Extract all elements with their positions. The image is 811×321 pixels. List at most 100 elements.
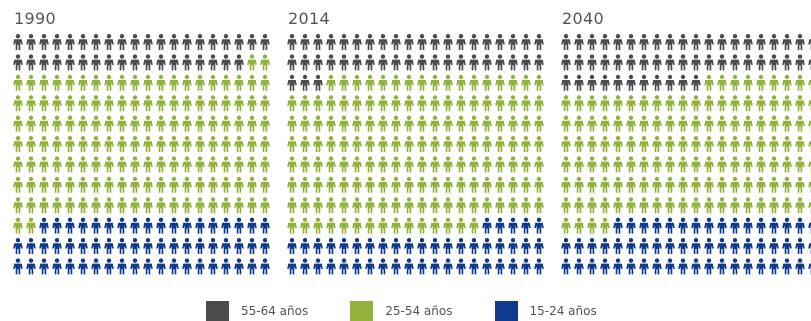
- person-icon-1990-15-24: [234, 238, 244, 254]
- person-icon-2040-25-54: [743, 176, 753, 193]
- person-icon-2040-25-54: [704, 176, 714, 193]
- person-icon-2040-25-54: [652, 115, 662, 132]
- person-icon-2014-55-64: [313, 54, 323, 71]
- person-icon-1990-25-54: [182, 115, 192, 132]
- person-icon-2014-25-54: [404, 197, 414, 214]
- person-icon-1990-25-54: [169, 197, 179, 214]
- person-icon-2040-15-24: [782, 217, 792, 234]
- person-icon-1990-55-64: [104, 34, 114, 50]
- person-icon-2014-25-54: [378, 115, 388, 132]
- person-icon-1990-15-24: [143, 258, 153, 275]
- legend-label-15-24: 15-24 años: [529, 304, 597, 318]
- person-icon-2014-55-64: [430, 34, 440, 50]
- person-icon-1990-25-54: [65, 95, 75, 112]
- person-icon-2014-15-24: [469, 238, 479, 254]
- person-icon-1990-25-54: [13, 95, 23, 112]
- person-icon-2040-25-54: [561, 176, 571, 193]
- person-icon-2014-15-24: [326, 258, 336, 275]
- person-icon-1990-15-24: [130, 238, 140, 254]
- person-icon-1990-25-54: [143, 115, 153, 132]
- person-icon-2014-25-54: [456, 176, 466, 193]
- person-icon-2014-25-54: [326, 136, 336, 152]
- person-icon-2040-25-54: [795, 176, 805, 193]
- person-icon-2014-25-54: [326, 95, 336, 112]
- person-icon-2040-55-64: [769, 34, 779, 50]
- person-icon-1990-25-54: [130, 197, 140, 214]
- person-icon-1990-55-64: [195, 34, 205, 50]
- person-icon-2040-15-24: [678, 258, 688, 275]
- person-icon-1990-55-64: [234, 34, 244, 50]
- person-icon-1990-25-54: [195, 136, 205, 152]
- person-icon-1990-15-24: [182, 217, 192, 234]
- person-icon-2040-15-24: [730, 217, 740, 234]
- person-icon-2040-25-54: [691, 95, 701, 112]
- person-icon-2040-15-24: [587, 258, 597, 275]
- person-icon-1990-15-24: [156, 238, 166, 254]
- person-icon-2014-25-54: [339, 176, 349, 193]
- person-icon-2014-25-54: [352, 95, 362, 112]
- person-icon-2014-25-54: [495, 115, 505, 132]
- person-icon-2014-25-54: [417, 74, 427, 91]
- person-icon-2014-25-54: [495, 136, 505, 152]
- person-icon-2014-25-54: [443, 74, 453, 91]
- person-icon-2014-25-54: [469, 156, 479, 173]
- person-icon-2040-15-24: [756, 238, 766, 254]
- person-icon-1990-55-64: [78, 54, 88, 71]
- person-icon-2014-25-54: [469, 74, 479, 91]
- person-icon-2040-15-24: [756, 258, 766, 275]
- person-icon-2040-25-54: [574, 217, 584, 234]
- person-icon-1990-15-24: [117, 217, 127, 234]
- person-icon-1990-55-64: [247, 34, 257, 50]
- person-icon-2040-55-64: [717, 54, 727, 71]
- person-icon-2014-25-54: [456, 156, 466, 173]
- person-icon-2040-55-64: [639, 54, 649, 71]
- person-icon-2040-25-54: [613, 176, 623, 193]
- person-icon-2014-55-64: [495, 34, 505, 50]
- person-icon-2040-55-64: [561, 54, 571, 71]
- person-icon-2014-25-54: [482, 176, 492, 193]
- person-icon-2040-15-24: [691, 258, 701, 275]
- person-icon-2040-25-54: [678, 197, 688, 214]
- person-icon-1990-25-54: [143, 197, 153, 214]
- person-icon-2040-25-54: [782, 156, 792, 173]
- person-icon-2040-25-54: [782, 136, 792, 152]
- person-icon-2040-25-54: [665, 136, 675, 152]
- person-icon-2014-25-54: [534, 95, 544, 112]
- person-icon-2014-25-54: [339, 74, 349, 91]
- person-icon-2040-15-24: [678, 217, 688, 234]
- person-icon-2040-25-54: [704, 197, 714, 214]
- person-icon-2040-25-54: [678, 136, 688, 152]
- person-icon-2040-15-24: [639, 258, 649, 275]
- person-icon-1990-25-54: [117, 136, 127, 152]
- person-icon-1990-25-54: [182, 176, 192, 193]
- person-icon-1990-15-24: [39, 258, 49, 275]
- person-icon-2014-25-54: [469, 115, 479, 132]
- person-icon-2014-25-54: [456, 197, 466, 214]
- person-icon-1990-25-54: [195, 95, 205, 112]
- person-icon-2040-25-54: [561, 95, 571, 112]
- person-icon-2040-25-54: [626, 197, 636, 214]
- person-icon-1990-15-24: [143, 217, 153, 234]
- person-icon-2014-55-64: [469, 54, 479, 71]
- person-icon-2040-25-54: [795, 74, 805, 91]
- person-icon-1990-25-54: [65, 176, 75, 193]
- panel-title-1990: 1990: [14, 9, 56, 28]
- person-icon-1990-25-54: [234, 95, 244, 112]
- person-icon-2014-25-54: [521, 115, 531, 132]
- person-icon-1990-25-54: [91, 197, 101, 214]
- person-icon-2040-55-64: [626, 54, 636, 71]
- person-icon-1990-25-54: [221, 74, 231, 91]
- person-icon-2014-55-64: [352, 34, 362, 50]
- person-icon-2040-25-54: [574, 136, 584, 152]
- person-icon-2014-25-54: [443, 217, 453, 234]
- person-icon-2014-25-54: [443, 176, 453, 193]
- person-icon-2014-25-54: [469, 95, 479, 112]
- person-icon-1990-25-54: [104, 136, 114, 152]
- person-icon-2014-25-54: [495, 176, 505, 193]
- person-icon-1990-25-54: [247, 176, 257, 193]
- person-icon-2014-15-24: [508, 217, 518, 234]
- person-icon-1990-25-54: [208, 95, 218, 112]
- person-icon-1990-25-54: [104, 115, 114, 132]
- person-icon-2014-25-54: [326, 74, 336, 91]
